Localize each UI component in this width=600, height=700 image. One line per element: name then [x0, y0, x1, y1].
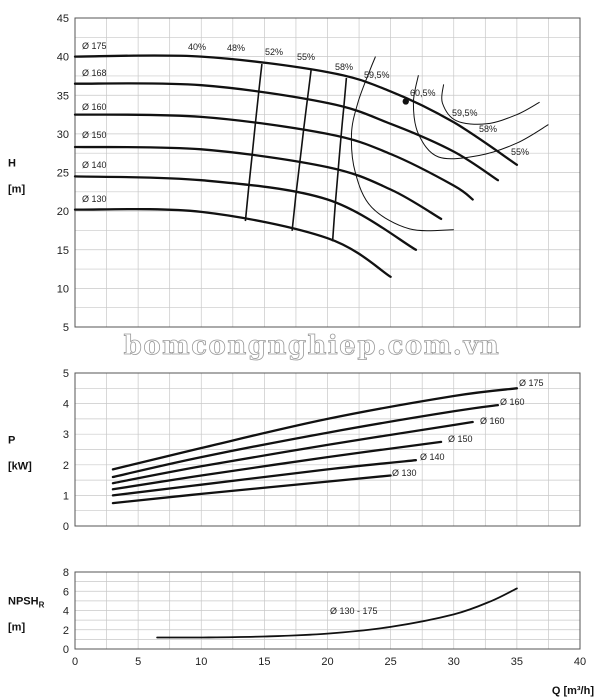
x-tick-label: 25 [385, 656, 397, 668]
series-line [111, 403, 500, 479]
series-label: Ø 150 [448, 434, 473, 444]
efficiency-line [412, 75, 549, 160]
series-line [73, 82, 500, 182]
x-tick-label: 10 [195, 656, 207, 668]
series-line [111, 420, 474, 485]
watermark-text: bomcongnghiep.com.vn [124, 331, 501, 361]
y-tick-label: 6 [63, 586, 69, 598]
efficiency-line [350, 56, 454, 232]
head-chart: 5 10 15 20 25 30 35 40 45 H [m] Ø 175 Ø 168 Ø 160 Ø 15… [8, 13, 581, 334]
efficiency-label: 59,5% [364, 70, 390, 80]
x-tick-label: 20 [321, 656, 333, 668]
y-axis-label: H [8, 158, 16, 170]
series-line [73, 113, 474, 201]
series-label: Ø 130 [392, 468, 417, 478]
series-line [73, 145, 443, 221]
x-tick-label: 30 [448, 656, 460, 668]
series-label: Ø 140 [82, 160, 107, 170]
plot-frame [74, 17, 581, 328]
y-tick-label: 8 [63, 567, 69, 579]
plot-frame [74, 372, 581, 527]
efficiency-label: 40% [188, 42, 206, 52]
y-axis-label-text: P [8, 435, 15, 447]
x-tick-label: 0 [72, 656, 78, 668]
series-label: Ø 160 [500, 397, 525, 407]
efficiency-label: 55% [511, 147, 529, 157]
y-axis-unit: [m] [8, 622, 25, 634]
y-axis-label-subscript: R [39, 601, 45, 610]
y-axis-unit: [m] [8, 184, 25, 196]
y-tick-label: 40 [57, 52, 69, 64]
series-line [111, 459, 418, 497]
y-tick-label: 20 [57, 206, 69, 218]
efficiency-label: 58% [479, 124, 497, 134]
x-axis-label: Q [m³/h] [552, 685, 594, 697]
series-line [111, 387, 519, 471]
efficiency-iso-lines [244, 56, 549, 242]
y-axis-unit: [kW] [8, 461, 32, 473]
series-line [73, 54, 519, 166]
y-tick-label: 25 [57, 168, 69, 180]
y-tick-label: 0 [63, 521, 69, 533]
series-line [111, 474, 392, 505]
efficiency-line [244, 63, 263, 222]
y-tick-label: 2 [63, 460, 69, 472]
efficiency-label: 52% [265, 47, 283, 57]
series-label: Ø 130 [82, 194, 107, 204]
series-label: Ø 160 [82, 102, 107, 112]
y-tick-label: 35 [57, 90, 69, 102]
efficiency-line [441, 84, 540, 125]
series-label: Ø 140 [420, 452, 445, 462]
efficiency-line [331, 77, 348, 242]
plot-frame [74, 571, 581, 650]
y-tick-label: 3 [63, 429, 69, 441]
efficiency-label: 59,5% [452, 108, 478, 118]
y-tick-label: 15 [57, 245, 69, 257]
x-tick-label: 35 [511, 656, 523, 668]
series-line [73, 207, 392, 278]
y-tick-label: 1 [63, 490, 69, 502]
x-tick-label: 15 [258, 656, 270, 668]
x-tick-label: 40 [574, 656, 586, 668]
y-tick-label: 45 [57, 13, 69, 25]
efficiency-label: 60,5% [410, 88, 436, 98]
y-tick-label: 5 [63, 322, 69, 334]
y-tick-label: 30 [57, 129, 69, 141]
series-line [73, 175, 418, 251]
y-tick-label: 4 [63, 606, 69, 618]
y-axis-label-text: H [8, 158, 16, 170]
series-line [111, 440, 443, 491]
y-tick-label: 0 [63, 644, 69, 656]
efficiency-label: 48% [227, 43, 245, 53]
series-label: Ø 168 [82, 68, 107, 78]
efficiency-label: 58% [335, 62, 353, 72]
best-efficiency-point [402, 98, 409, 105]
y-axis-label: NPSHR [8, 596, 45, 610]
series-label: Ø 175 [519, 378, 544, 388]
y-tick-label: 5 [63, 368, 69, 380]
y-axis-label: P [8, 435, 15, 447]
y-tick-label: 2 [63, 625, 69, 637]
efficiency-line [291, 70, 312, 231]
series-label: Ø 160 [480, 416, 505, 426]
npsh-chart: 0 2 4 6 8 0 5 10 15 20 25 30 35 40 NPSHR [m] Q [m³/h] Ø 1… [8, 567, 594, 697]
y-axis-label-text: NPSH [8, 596, 39, 608]
series-label: Ø 175 [82, 41, 107, 51]
y-tick-label: 10 [57, 283, 69, 295]
x-tick-label: 5 [135, 656, 141, 668]
y-tick-label: 4 [63, 399, 69, 411]
series-line [156, 587, 518, 639]
efficiency-label: 55% [297, 52, 315, 62]
series-label: Ø 130 - 175 [330, 606, 378, 616]
series-label: Ø 150 [82, 130, 107, 140]
